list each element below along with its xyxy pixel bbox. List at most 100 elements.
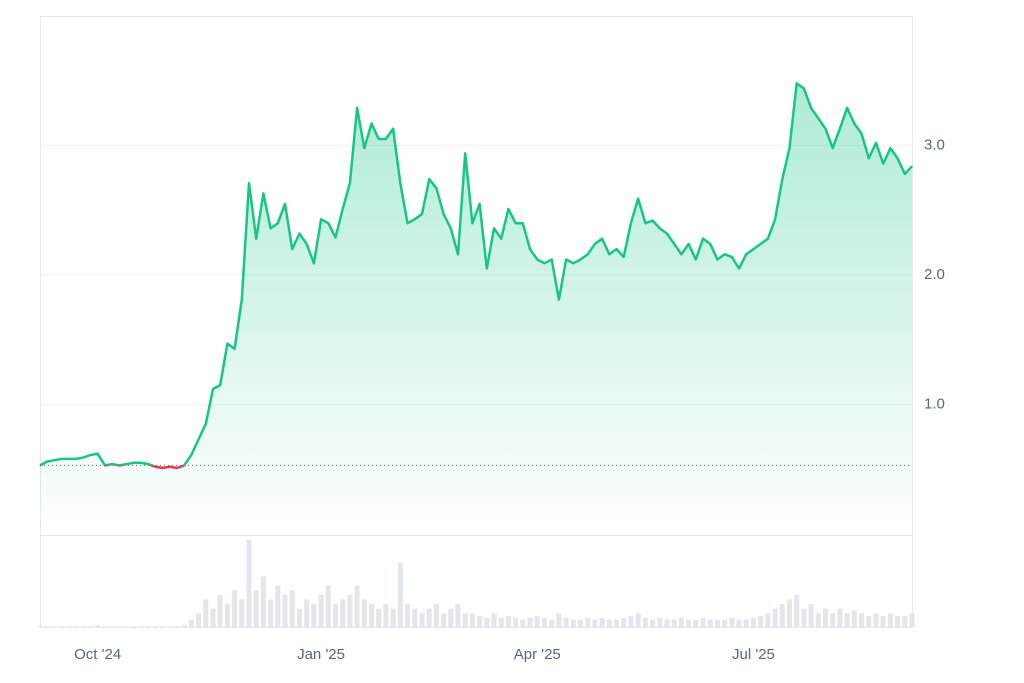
price-area [40,83,912,535]
volume-bar [520,619,526,627]
volume-bar [246,539,252,627]
volume-bar [217,594,223,627]
volume-bar [383,604,389,627]
volume-bar [484,617,490,627]
volume-bar [325,585,331,627]
volume-bar [477,615,483,627]
volume-bar [650,619,656,627]
volume-bar [585,617,591,627]
volume-bar [714,619,720,627]
volume-bar [188,619,194,627]
volume-bar [102,626,108,627]
volume-bar [73,626,79,627]
volume-bar [873,613,879,627]
volume-bar [736,619,742,627]
volume-bar [786,599,793,627]
x-tick-label: Apr '25 [514,646,561,663]
volume-bar [455,604,461,627]
y-tick-label: 1.0 [924,395,945,412]
volume-bar [37,626,43,627]
volume-bar [686,619,692,627]
volume-bar [822,608,829,627]
volume-bar [354,585,360,627]
volume-bar [282,594,288,627]
volume-bar [268,599,274,627]
volume-bar [304,599,310,627]
volume-bar [311,604,317,627]
volume-bar [152,626,158,627]
volume-bar [772,608,778,627]
volume-bar [167,626,173,627]
volume-bar [462,613,468,627]
volume-bar [347,594,353,627]
volume-bar [830,613,836,627]
volume-bar [289,590,295,627]
volume-bar [491,613,497,627]
x-tick-label: Oct '24 [74,646,121,663]
volume-bar [51,626,57,627]
volume-bar [541,617,547,627]
volume-bar [239,599,245,627]
volume-bar [707,619,713,627]
volume-bar [448,608,454,627]
volume-bar [779,604,785,627]
volume-bar [534,615,540,627]
volume-bar [880,615,886,627]
volume-bar [527,617,533,627]
volume-bar [592,619,598,627]
volume-bar [253,590,259,627]
volume-bar [657,617,663,627]
volume-bar [95,625,101,627]
volume-bar [426,608,432,627]
volume-bar [549,619,555,627]
volume-bar [642,617,648,627]
volume-bar [390,608,396,627]
volume-bar [563,617,569,627]
volume-bar [909,613,915,627]
volume-bar [224,604,230,627]
volume-bar [138,626,144,627]
volume-bar [368,604,375,627]
volume-bar [635,613,641,627]
volume-bar [44,626,50,627]
volume-bar [750,617,756,627]
volume-bar [145,626,151,627]
volume-bar [296,608,302,627]
volume-bar [80,626,86,627]
volume-bar [887,613,893,627]
volume-bar [87,626,93,627]
volume-bar [275,585,281,627]
volume-bar [758,615,764,627]
volume-bar [123,626,130,627]
volume-bar [664,619,670,627]
volume-bar [469,613,475,627]
volume-bar [376,608,382,627]
volume-bar [318,594,324,627]
volume-bar [866,615,872,627]
volume-bar [614,619,620,627]
volume-bar [794,594,800,627]
volume-bar [181,625,187,627]
volume-bar [232,590,238,627]
volume-bar [332,604,338,627]
volume-bar [505,615,511,627]
volume-bar [693,619,699,627]
volume-bar [441,613,447,627]
volume-bar [174,626,180,627]
volume-bar [340,599,346,627]
volume-bar [260,576,266,627]
volume-bar [621,617,627,627]
volume-bar [895,615,901,627]
volume-bar [419,613,425,627]
volume-bar [116,626,122,627]
volume-bar [678,617,684,627]
volume-bar [801,608,807,627]
volume-bar [743,619,749,627]
volume-bar [556,613,562,627]
x-tick-label: Jul '25 [732,646,775,663]
volume-bar [513,617,519,627]
volume-bar [433,604,439,627]
volume-bar [902,615,908,627]
volume-bar [599,617,605,627]
volume-bar [109,626,115,627]
